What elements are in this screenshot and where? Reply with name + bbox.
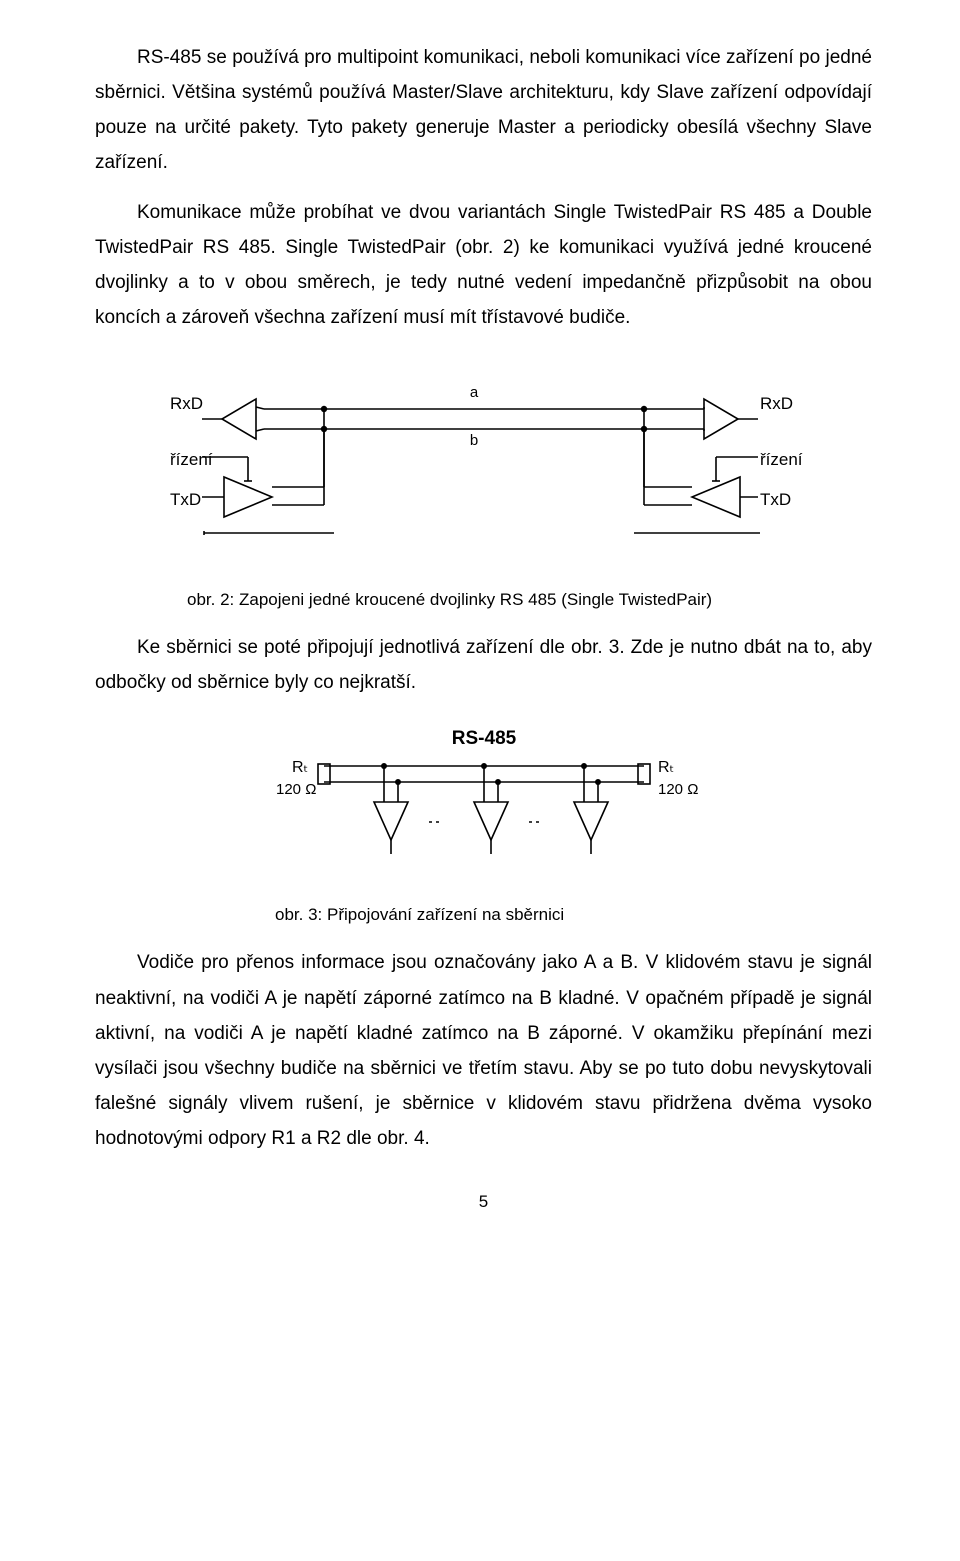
svg-text:Rₜ: Rₜ bbox=[292, 759, 308, 776]
figure-2-svg: a b RxD TxD řízení RxD TxD řízení bbox=[164, 357, 804, 567]
svg-text:Rₜ: Rₜ bbox=[658, 759, 674, 776]
paragraph-1: RS-485 se používá pro multipoint komunik… bbox=[95, 40, 872, 181]
paragraph-1-text: RS-485 se používá pro multipoint komunik… bbox=[95, 47, 872, 173]
page-number: 5 bbox=[95, 1192, 872, 1212]
paragraph-4: Vodiče pro přenos informace jsou označov… bbox=[95, 945, 872, 1156]
paragraph-3-text: Ke sběrnici se poté připojují jednotlivá… bbox=[95, 637, 872, 693]
svg-text:řízení: řízení bbox=[760, 450, 803, 469]
figure-2-caption-prefix: obr. 2: bbox=[187, 590, 239, 609]
svg-text:TxD: TxD bbox=[170, 490, 201, 509]
svg-text:a: a bbox=[469, 384, 478, 401]
figure-2-caption-text: Zapojeni jedné kroucené dvojlinky RS 485… bbox=[239, 590, 712, 609]
svg-text:120 Ω: 120 Ω bbox=[276, 781, 316, 798]
paragraph-3: Ke sběrnici se poté připojují jednotlivá… bbox=[95, 630, 872, 700]
svg-text:120 Ω: 120 Ω bbox=[658, 781, 698, 798]
figure-3-caption-prefix: obr. 3: bbox=[275, 905, 327, 924]
figure-3-caption-text: Připojování zařízení na sběrnici bbox=[327, 905, 564, 924]
paragraph-2: Komunikace může probíhat ve dvou variant… bbox=[95, 195, 872, 336]
document-page: RS-485 se používá pro multipoint komunik… bbox=[0, 0, 960, 1252]
figure-2-caption: obr. 2: Zapojeni jedné kroucené dvojlink… bbox=[95, 590, 872, 610]
page-number-text: 5 bbox=[479, 1192, 488, 1211]
svg-text:RS-485: RS-485 bbox=[451, 728, 516, 749]
svg-text:TxD: TxD bbox=[760, 490, 791, 509]
figure-3-caption: obr. 3: Připojování zařízení na sběrnici bbox=[95, 905, 872, 925]
figure-3: RS-485 Rₜ 120 Ω Rₜ 120 Ω bbox=[95, 722, 872, 887]
figure-3-svg: RS-485 Rₜ 120 Ω Rₜ 120 Ω bbox=[234, 722, 734, 882]
svg-text:b: b bbox=[469, 432, 477, 449]
svg-text:řízení: řízení bbox=[170, 450, 213, 469]
paragraph-4-text: Vodiče pro přenos informace jsou označov… bbox=[95, 952, 872, 1149]
paragraph-2-text: Komunikace může probíhat ve dvou variant… bbox=[95, 202, 872, 328]
svg-text:RxD: RxD bbox=[760, 394, 793, 413]
figure-2: a b RxD TxD řízení RxD TxD řízení bbox=[95, 357, 872, 572]
svg-text:RxD: RxD bbox=[170, 394, 203, 413]
